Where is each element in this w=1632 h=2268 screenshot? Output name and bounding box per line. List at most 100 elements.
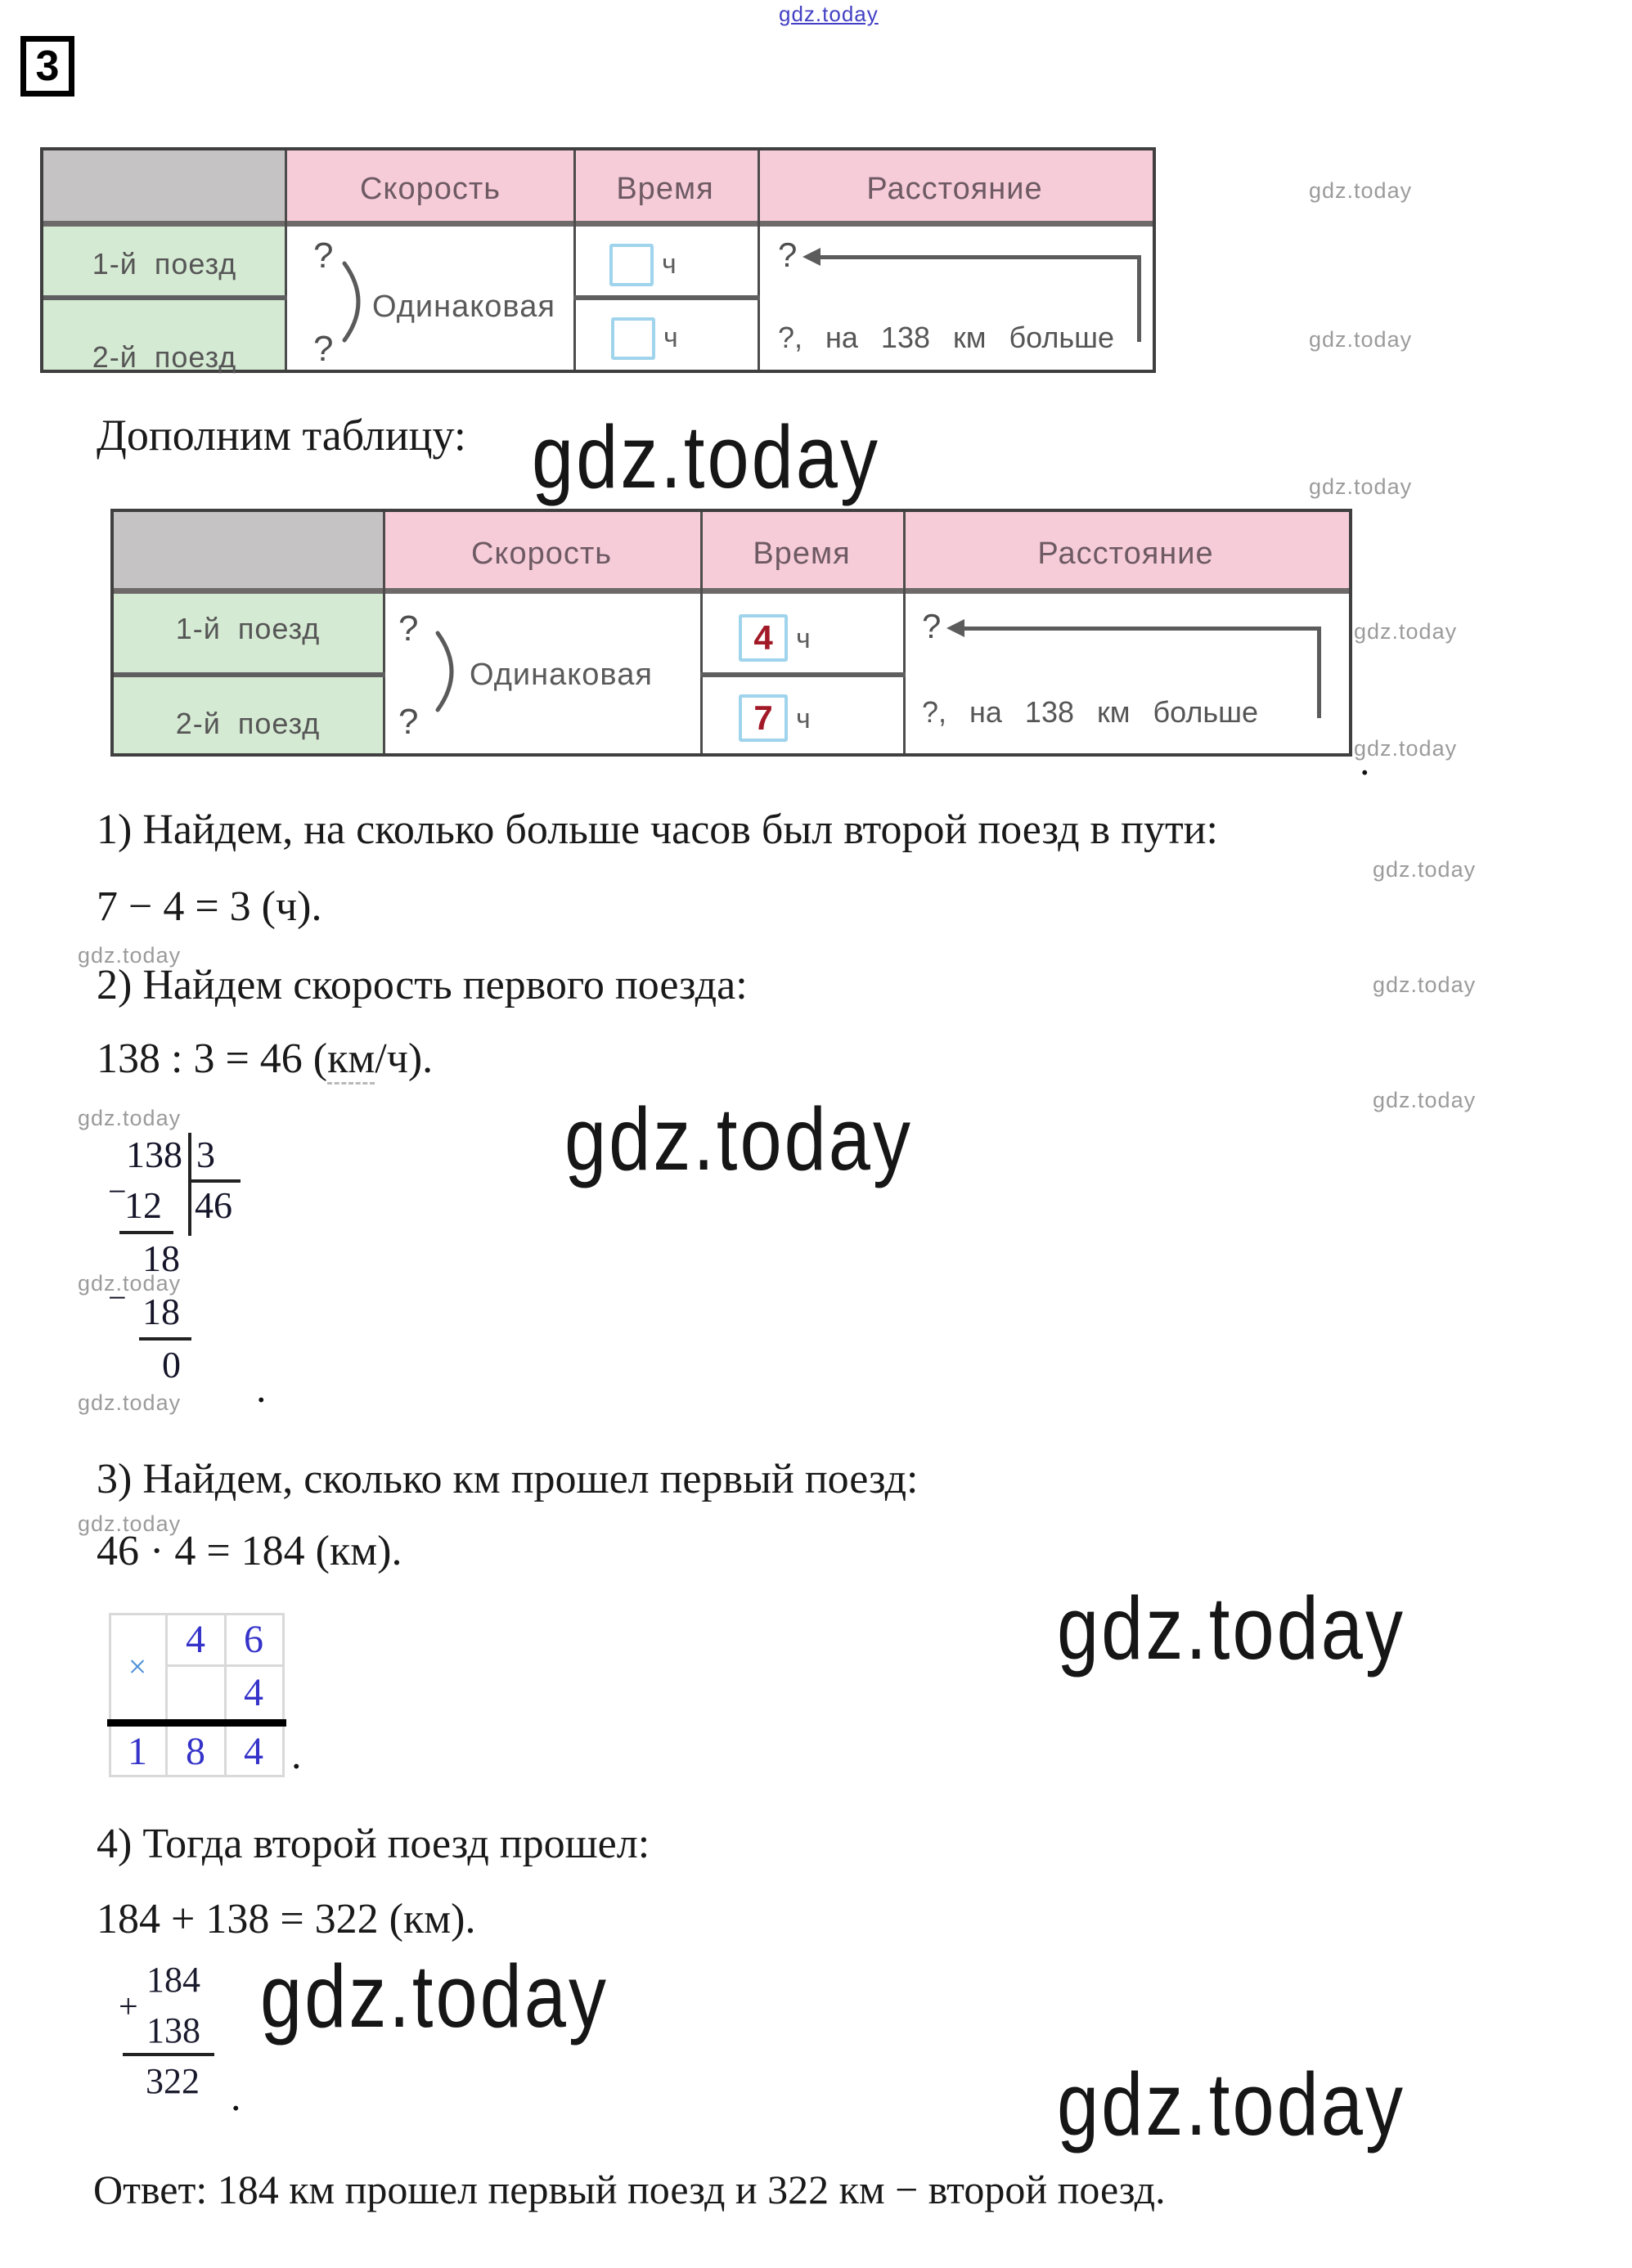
column-divider	[903, 512, 906, 753]
multiplication-rule-line	[107, 1719, 286, 1727]
division-sub2: 18	[142, 1291, 180, 1332]
speed-note: Одинаковая	[470, 658, 653, 692]
period: .	[231, 2073, 241, 2119]
column-divider	[758, 150, 760, 370]
brace-icon	[342, 261, 361, 343]
speed-question-2: ?	[313, 329, 334, 369]
watermark-big: gdz.today	[1057, 1579, 1405, 1678]
period: .	[291, 1731, 302, 1777]
division-result: 0	[162, 1344, 181, 1386]
watermark: gdz.today	[78, 1106, 182, 1130]
arrow-left-icon	[946, 619, 964, 637]
arrow-line	[819, 255, 1141, 259]
table-corner-cell	[114, 512, 383, 588]
watermark: gdz.today	[1309, 327, 1413, 352]
site-link[interactable]: gdz.today	[779, 2, 879, 26]
speed-question-1: ?	[313, 236, 334, 276]
column-divider	[285, 150, 287, 370]
addition-block: 184 + 138 322	[119, 1959, 225, 2114]
digit: 8	[186, 1730, 205, 1773]
watermark: gdz.today	[1354, 619, 1458, 644]
division-quotient: 46	[195, 1184, 232, 1226]
watermark: gdz.today	[78, 1271, 182, 1296]
step2-title: 2) Найдем скорость первого поезда:	[97, 962, 748, 1008]
distance-note-2: ?, на 138 км больше	[778, 321, 1115, 354]
long-division-block: 138 3 46 − 12 18 − 18 0	[106, 1133, 254, 1403]
speed-question-2: ?	[398, 702, 419, 742]
addition-sum: 322	[146, 2061, 200, 2101]
header-divider	[114, 588, 1349, 594]
time-unit-1: ч	[796, 623, 811, 654]
row-label-train2: 2-й поезд	[92, 340, 237, 374]
column-divider	[573, 150, 576, 370]
header-distance: Расстояние	[1037, 537, 1214, 571]
header-distance: Расстояние	[866, 172, 1043, 206]
speed-question-1: ?	[398, 609, 419, 649]
speed-note: Одинаковая	[372, 290, 555, 324]
watermark: gdz.today	[78, 1511, 182, 1536]
multiplication-block: × 4 6 4 1 8 4	[107, 1613, 286, 1777]
watermark-big: gdz.today	[260, 1947, 609, 2046]
step4-title: 4) Тогда второй поезд прошел:	[97, 1821, 650, 1867]
plus-sign: +	[119, 1988, 138, 2026]
row-label-train1: 1-й поезд	[175, 612, 321, 645]
row-divider	[700, 672, 906, 677]
header-divider	[43, 221, 1153, 227]
step4-equation: 184 + 138 = 322 (км).	[97, 1896, 476, 1942]
watermark: gdz.today	[1373, 972, 1477, 997]
fill-table-heading: Дополним таблицу:	[97, 411, 466, 460]
minus-sign: −	[108, 1279, 127, 1316]
digit: 4	[186, 1618, 205, 1661]
header-speed: Скорость	[470, 537, 613, 571]
watermark-big: gdz.today	[532, 408, 880, 507]
grid-line	[165, 1664, 285, 1667]
watermark: gdz.today	[1373, 1088, 1477, 1112]
period: .	[1360, 738, 1370, 784]
arrow-connector	[1317, 627, 1321, 718]
grid-line	[109, 1613, 111, 1777]
time-value-2: 7	[753, 698, 773, 737]
time-box-2: 7	[739, 694, 788, 742]
division-sub1: 12	[124, 1184, 162, 1226]
step1-title: 1) Найдем, на сколько больше часов был в…	[97, 806, 1218, 853]
row-divider	[43, 295, 287, 300]
addition-addend1: 184	[146, 1960, 200, 2000]
minus-sign: −	[108, 1173, 127, 1210]
time-box-2	[611, 317, 655, 360]
time-box-1: 4	[739, 614, 788, 662]
grid-line	[282, 1613, 285, 1777]
problem-number-badge: 3	[20, 36, 74, 97]
table-corner-cell	[43, 150, 285, 221]
distance-question-1: ?	[778, 236, 798, 274]
header-time: Время	[753, 537, 851, 571]
header-speed: Скорость	[359, 172, 501, 206]
digit: 1	[128, 1730, 147, 1773]
arrow-left-icon	[803, 248, 820, 266]
division-rem1: 18	[142, 1237, 180, 1279]
step2-equation-km: км	[327, 1035, 375, 1085]
digit: 6	[244, 1618, 263, 1661]
step2-equation: 138 : 3 = 46 (км/ч).	[97, 1035, 433, 1085]
arrow-connector	[1137, 255, 1141, 342]
digit: 4	[244, 1730, 263, 1773]
time-value-1: 4	[753, 618, 773, 657]
watermark: gdz.today	[78, 1390, 182, 1415]
arrow-line	[963, 627, 1321, 631]
division-underline	[139, 1337, 191, 1341]
column-divider	[383, 512, 385, 753]
distance-note-2: ?, на 138 км больше	[922, 695, 1259, 729]
time-unit-2: ч	[796, 703, 811, 734]
watermark: gdz.today	[1354, 736, 1458, 761]
row-divider	[573, 295, 760, 300]
time-unit-1: ч	[662, 249, 677, 280]
distance-question-1: ?	[922, 607, 942, 645]
condition-table: Скорость Время Расстояние 1-й поезд 2-й …	[40, 147, 1156, 374]
period: .	[256, 1365, 267, 1411]
brace-icon	[435, 631, 454, 712]
watermark: gdz.today	[1309, 178, 1413, 203]
watermark: gdz.today	[78, 943, 182, 968]
digit: 4	[244, 1671, 263, 1714]
division-dividend: 138	[126, 1134, 182, 1175]
time-box-1	[609, 244, 654, 286]
